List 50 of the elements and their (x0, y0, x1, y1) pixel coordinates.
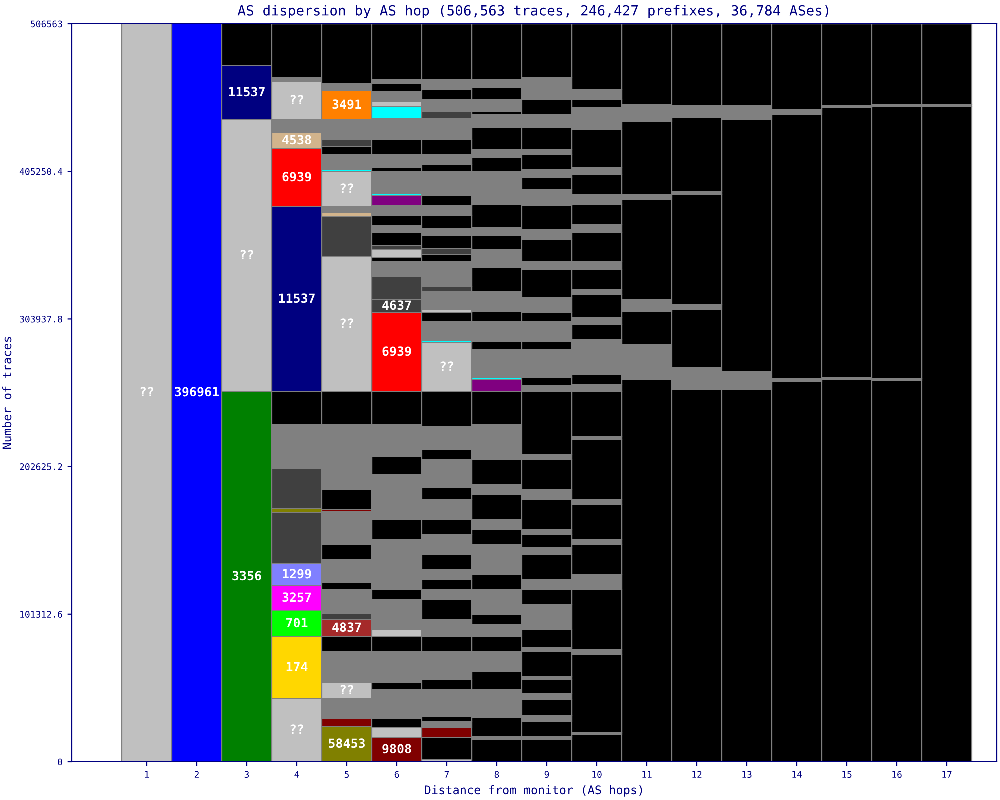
annotation: 701 (286, 618, 308, 628)
annotation: ?? (340, 184, 354, 193)
annotation: 6939 (382, 346, 412, 356)
y-tick-label: 101312.6 (20, 611, 62, 618)
annotation: 1299 (283, 569, 312, 579)
x-tick-label: 17 (942, 771, 952, 778)
x-tick-label: 7 (444, 771, 450, 778)
x-tick-label: 14 (792, 771, 802, 778)
annotation: ?? (290, 95, 304, 104)
x-tick-label: 9 (544, 771, 550, 778)
annotation: 4538 (282, 135, 312, 145)
annotation: 58453 (329, 738, 366, 748)
x-tick-label: 13 (742, 771, 752, 778)
x-tick-label: 11 (642, 771, 652, 778)
x-tick-label: 6 (394, 771, 400, 778)
series-label: 11537 (279, 294, 315, 304)
annotation: 4837 (332, 622, 362, 632)
chart-title: AS dispersion by AS hop (506,563 traces, 246,427 prefixes, 36,784 ASes) (238, 5, 828, 19)
annotation: 4637 (382, 300, 412, 310)
x-tick-label: 12 (692, 771, 702, 778)
series-label: ?? (140, 387, 154, 396)
y-axis-title: Number of traces (2, 337, 12, 450)
annotation: 174 (286, 662, 308, 672)
x-tick-label: 4 (294, 771, 300, 778)
x-tick-label: 16 (892, 771, 902, 778)
annotation: 3257 (282, 592, 312, 602)
annotation: ?? (440, 362, 454, 371)
series-label: ?? (340, 318, 354, 328)
annotation: 11537 (229, 87, 265, 97)
x-tick-label: 8 (494, 771, 500, 778)
y-tick-label: 202625.2 (20, 464, 62, 470)
x-tick-label: 1 (145, 771, 150, 778)
x-tick-label: 3 (244, 771, 250, 778)
y-tick-label: 303937.8 (20, 316, 62, 323)
annotation: ?? (340, 685, 354, 694)
x-tick-label: 15 (842, 771, 852, 778)
series-label: 3356 (232, 571, 262, 581)
y-tick-label: 0 (58, 758, 62, 766)
annotation: ?? (290, 724, 304, 734)
annotation: 3491 (332, 100, 362, 110)
series-label: 396961 (175, 387, 219, 397)
series-label: ?? (240, 250, 254, 260)
annotation: 9808 (382, 744, 412, 754)
annotation: 6939 (282, 172, 312, 182)
x-tick-label: 10 (592, 771, 602, 778)
x-axis-title: Distance from monitor (AS hops) (425, 785, 642, 797)
y-tick-label: 506563 (30, 20, 62, 28)
x-tick-label: 2 (194, 771, 199, 778)
y-tick-label: 405250.4 (20, 168, 63, 176)
x-tick-label: 5 (344, 771, 349, 778)
